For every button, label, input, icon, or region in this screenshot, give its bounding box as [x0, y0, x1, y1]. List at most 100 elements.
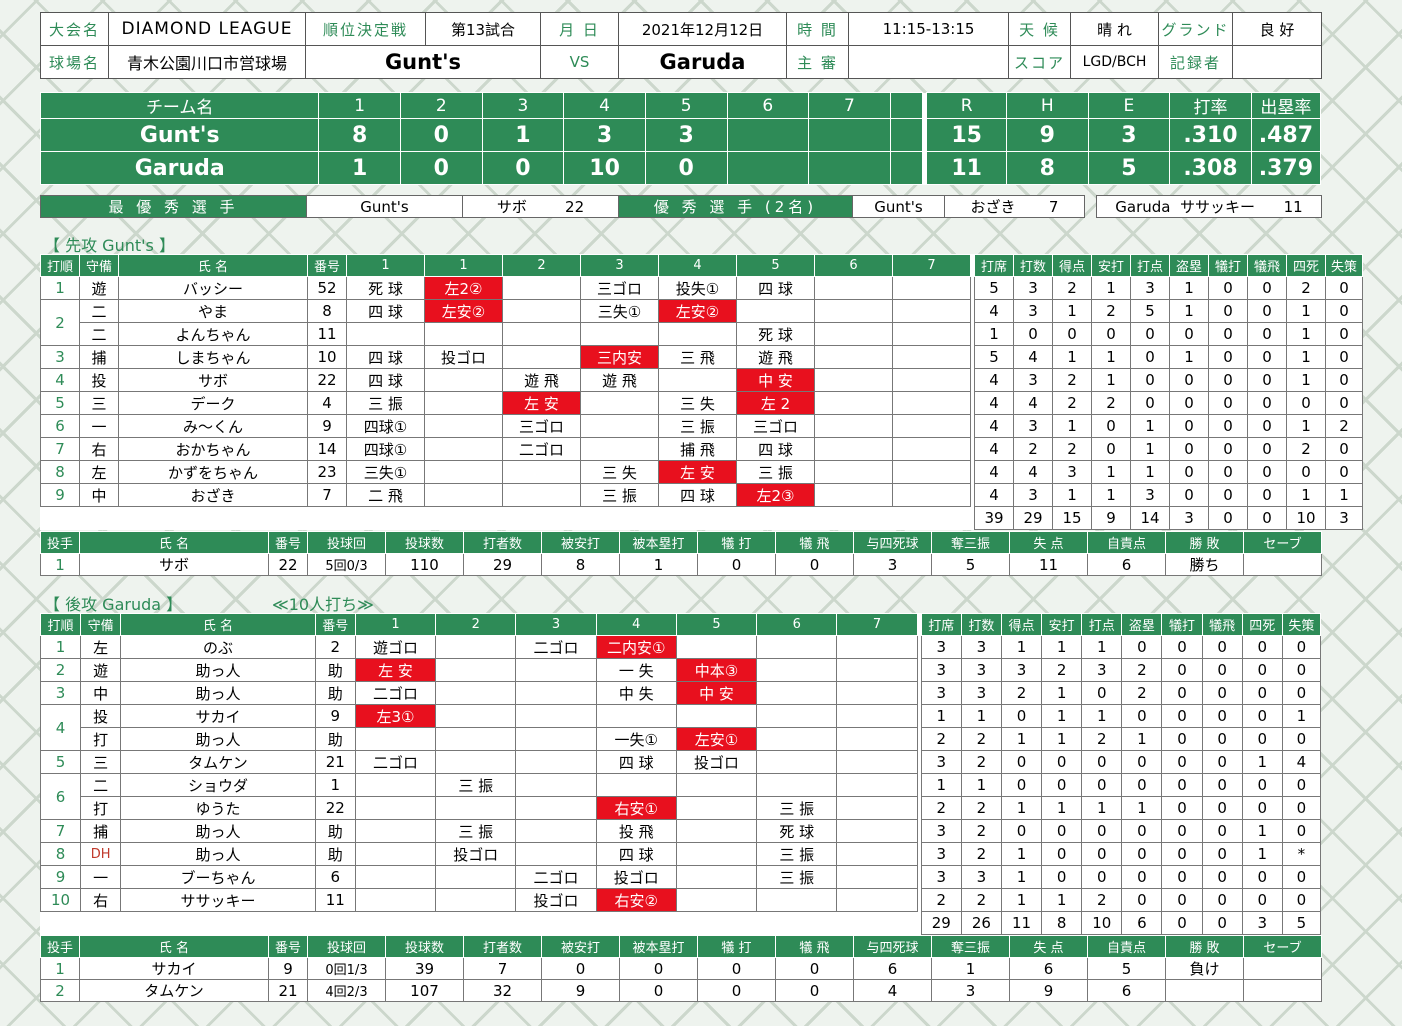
at-bat-result	[756, 681, 838, 705]
fielding-position: 左	[79, 460, 119, 484]
batting-row: 2 遊助っ人助左 安一 失中本③ 3 3 3 2 3 2 0 0 0 0	[39, 658, 1322, 682]
batting-stat: 2	[960, 727, 1002, 751]
at-bat-result	[675, 635, 758, 659]
batting-header-cell: 1	[424, 254, 503, 277]
scorer-label: スコア	[1008, 45, 1071, 79]
team-name: Gunt's	[39, 118, 320, 152]
batting-stat: 0	[1091, 414, 1131, 438]
header-inning: 3	[481, 92, 565, 119]
fielding-position: 遊	[80, 658, 122, 682]
batting-stat: 0	[1161, 727, 1203, 751]
batting-stat: 4	[974, 391, 1014, 415]
fielding-position: 打	[80, 796, 122, 820]
inning-score: 0	[400, 151, 483, 185]
pitching-sf: 0	[775, 957, 854, 980]
pitching-header-row: 投手氏 名番号 投球回 投球数 打者数 被安打 被本塁打犠 打犠 飛与四死球 奪三振失 点自…	[40, 935, 1322, 958]
pitching-sf: 0	[775, 553, 854, 576]
batting-stat: 0	[1201, 750, 1243, 774]
batting-total: 10	[1286, 506, 1326, 530]
batting-header-cell: 番号	[314, 613, 356, 636]
batting-stat: 0	[1201, 819, 1243, 843]
column-gap	[922, 92, 927, 119]
at-bat-result: 三 失	[658, 391, 737, 415]
pitching-h: 9	[541, 979, 620, 1002]
column-gap	[916, 842, 922, 866]
at-bat-result: 投ゴロ	[675, 750, 758, 774]
batting-stat: 0	[1169, 414, 1209, 438]
batting-stat: 1	[1325, 483, 1363, 507]
header-obp: 出塁率	[1250, 92, 1322, 119]
total-errors: 5	[1087, 151, 1171, 185]
batting-stat: 0	[1161, 796, 1203, 820]
player-number: 22	[314, 796, 356, 820]
pitching-sh: 0	[697, 553, 776, 576]
batting-header-cell: 安打	[1091, 254, 1131, 277]
batting-header-cell: 盗塁	[1169, 254, 1209, 277]
batting-row: 6 一み～くん 9 四球① 三ゴロ三 振三ゴロ 4 3 1 0 1 0 0 0 1 2	[40, 414, 1363, 438]
player-name: やま	[118, 299, 308, 323]
pitching-header-cell: 投球数	[385, 531, 464, 554]
batting-stat: 0	[1041, 750, 1083, 774]
at-bat-result: 捕 飛	[658, 437, 737, 461]
at-bat-result: 遊 飛	[736, 345, 815, 369]
at-bat-result: 三 振	[346, 391, 425, 415]
batting-stat: 0	[1121, 750, 1163, 774]
batting-stat: 0	[1286, 391, 1326, 415]
player-name: 助っ人	[120, 681, 316, 705]
at-bat-result: 四 球	[346, 368, 425, 392]
pitching-bf: 29	[463, 553, 542, 576]
batting-order: 3	[39, 681, 82, 705]
batting-stat: 0	[1130, 391, 1170, 415]
team-avg: .310	[1169, 118, 1252, 152]
fielding-position: 右	[80, 888, 122, 912]
fielding-position: 一	[80, 865, 122, 889]
batting-stat: 0	[1208, 437, 1248, 461]
batting-stat: 0	[1201, 635, 1243, 659]
batting-order: 5	[39, 750, 82, 774]
excellent2-name: ササッキー	[1180, 198, 1256, 216]
at-bat-result: 三 振	[435, 819, 517, 843]
pitching-ip: 5回0/3	[307, 553, 386, 576]
batting-stat: 1	[1286, 345, 1326, 369]
at-bat-result	[424, 483, 503, 507]
at-bat-result: 四 球	[595, 842, 677, 866]
team-avg: .308	[1169, 151, 1252, 185]
batting-stat: 1	[1000, 888, 1043, 912]
pitching-header-cell: 自責点	[1087, 531, 1166, 554]
at-bat-result	[424, 460, 503, 484]
batting-header-cell: 氏 名	[120, 613, 316, 636]
inning-score: 1	[318, 151, 402, 185]
at-bat-result: 二内安①	[595, 635, 677, 659]
at-bat-result	[424, 391, 503, 415]
batting-stat: 0	[1247, 460, 1287, 484]
total-errors: 3	[1087, 118, 1171, 152]
at-bat-result: 右安①	[595, 796, 677, 820]
fielding-position: DH	[80, 842, 122, 866]
at-bat-result	[814, 368, 893, 392]
at-bat-result	[354, 865, 437, 889]
batting-header-cell: 打席	[974, 254, 1014, 277]
at-bat-result	[836, 865, 918, 889]
player-number: 7	[307, 483, 347, 507]
batting-order: 7	[39, 819, 82, 843]
pitching-order: 1	[40, 957, 80, 980]
batting-order: 2	[40, 299, 80, 346]
at-bat-result: 三 振	[580, 483, 659, 507]
batting-stat: 2	[960, 842, 1002, 866]
batting-stat: 0	[1169, 322, 1209, 346]
scoreboard-header: チーム名 1 2 3 4 5 6 7 R H E 打率 出塁率	[39, 92, 1322, 119]
at-bat-result	[595, 704, 677, 728]
at-bat-result: 右安②	[595, 888, 677, 912]
batting-stat: 3	[1130, 276, 1170, 300]
at-bat-result	[595, 773, 677, 797]
batting-stat: 1	[1041, 727, 1083, 751]
batting-total: 0	[1161, 911, 1203, 935]
batting-stat: 3	[920, 635, 962, 659]
player-number: 23	[307, 460, 347, 484]
at-bat-result	[354, 727, 437, 751]
batting-total: 10	[1081, 911, 1123, 935]
